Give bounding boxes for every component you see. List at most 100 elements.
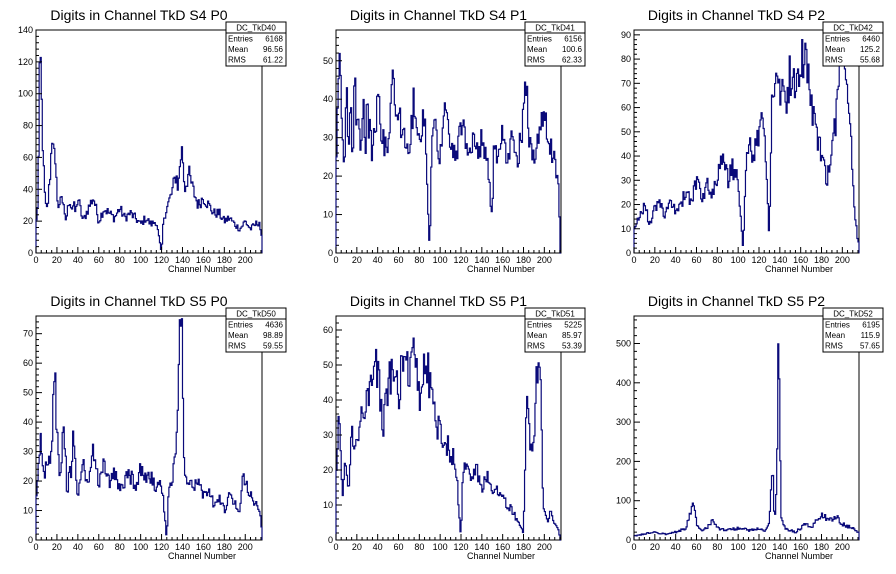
stats-name: DC_TkD51 bbox=[535, 310, 575, 319]
histogram-line bbox=[335, 337, 561, 541]
x-tick-label: 200 bbox=[537, 255, 552, 265]
stats-label: Mean bbox=[228, 45, 248, 54]
x-tick-label: 120 bbox=[453, 542, 468, 552]
x-tick-label: 200 bbox=[537, 542, 552, 552]
plot-frame bbox=[335, 29, 562, 254]
y-tick-label: 30 bbox=[621, 175, 631, 185]
x-tick-label: 100 bbox=[433, 542, 448, 552]
y-tick-label: 40 bbox=[23, 417, 33, 427]
x-tick-label: 0 bbox=[631, 255, 636, 265]
stats-label: Mean bbox=[527, 45, 547, 54]
plot-title: Digits in Channel TkD S5 P2 bbox=[648, 293, 825, 309]
stats-box-frame bbox=[822, 21, 884, 67]
x-tick-label: 0 bbox=[631, 542, 636, 552]
stats-box-frame bbox=[225, 21, 287, 67]
x-tick-label: 100 bbox=[133, 255, 148, 265]
x-axis-title: Channel Number bbox=[168, 551, 236, 561]
stats-value: 4636 bbox=[265, 321, 283, 330]
stats-value: 6195 bbox=[862, 321, 880, 330]
x-tick-label: 40 bbox=[671, 542, 681, 552]
y-tick-label: 60 bbox=[23, 152, 33, 162]
stats-label: RMS bbox=[527, 56, 545, 65]
x-tick-label: 180 bbox=[814, 542, 829, 552]
y-tick-label: 0 bbox=[328, 248, 333, 258]
stats-label: Mean bbox=[825, 45, 845, 54]
plot-title: Digits in Channel TkD S4 P1 bbox=[350, 7, 527, 23]
stats-label: Entries bbox=[228, 321, 253, 330]
histogram-line bbox=[335, 52, 561, 254]
x-tick-label: 60 bbox=[691, 542, 701, 552]
x-tick-label: 100 bbox=[731, 255, 746, 265]
x-tick-label: 160 bbox=[793, 255, 808, 265]
x-tick-label: 20 bbox=[650, 542, 660, 552]
y-tick-label: 0 bbox=[328, 535, 333, 545]
y-tick-label: 40 bbox=[23, 184, 33, 194]
x-axis-title: Channel Number bbox=[168, 264, 236, 274]
histogram-line bbox=[633, 29, 860, 253]
x-tick-label: 180 bbox=[516, 255, 531, 265]
y-tick-label: 200 bbox=[616, 456, 631, 466]
x-tick-label: 20 bbox=[352, 255, 362, 265]
x-tick-label: 40 bbox=[373, 542, 383, 552]
stats-label: RMS bbox=[825, 56, 843, 65]
y-tick-label: 120 bbox=[18, 57, 33, 67]
x-tick-label: 60 bbox=[691, 255, 701, 265]
x-tick-label: 160 bbox=[196, 542, 211, 552]
stats-label: Mean bbox=[825, 331, 845, 340]
stats-label: RMS bbox=[228, 342, 246, 351]
x-tick-label: 100 bbox=[433, 255, 448, 265]
stats-value: 100.6 bbox=[562, 45, 583, 54]
stats-name: DC_TkD52 bbox=[833, 310, 873, 319]
x-tick-label: 140 bbox=[772, 255, 787, 265]
stats-value: 125.2 bbox=[860, 45, 881, 54]
stats-name: DC_TkD42 bbox=[833, 24, 873, 33]
x-axis-title: Channel Number bbox=[467, 551, 535, 561]
histogram-line bbox=[35, 318, 263, 540]
x-tick-label: 200 bbox=[238, 255, 253, 265]
x-tick-label: 40 bbox=[373, 255, 383, 265]
histogram-panel-0: Digits in Channel TkD S4 P0 0 20 40 60 80 100 1… bbox=[18, 7, 287, 274]
y-tick-label: 400 bbox=[616, 378, 631, 388]
stats-label: Entries bbox=[228, 35, 253, 44]
stats-value: 6168 bbox=[265, 35, 283, 44]
stats-value: 85.97 bbox=[562, 331, 583, 340]
y-tick-label: 30 bbox=[323, 430, 333, 440]
x-tick-label: 100 bbox=[133, 542, 148, 552]
x-tick-label: 140 bbox=[772, 542, 787, 552]
stats-value: 6460 bbox=[862, 35, 880, 44]
y-tick-label: 50 bbox=[23, 388, 33, 398]
stats-value: 5225 bbox=[564, 321, 582, 330]
x-axis-title: Channel Number bbox=[467, 264, 535, 274]
x-tick-label: 140 bbox=[175, 255, 190, 265]
y-tick-label: 90 bbox=[621, 30, 631, 40]
y-tick-label: 10 bbox=[621, 224, 631, 234]
y-tick-label: 50 bbox=[621, 127, 631, 137]
stats-box-frame bbox=[822, 307, 884, 353]
histogram-line bbox=[633, 343, 860, 540]
plot-title: Digits in Channel TkD S4 P2 bbox=[648, 7, 825, 23]
stats-label: Entries bbox=[527, 35, 552, 44]
y-tick-label: 10 bbox=[323, 500, 333, 510]
stats-name: DC_TkD41 bbox=[535, 24, 575, 33]
y-tick-label: 500 bbox=[616, 339, 631, 349]
x-tick-label: 100 bbox=[731, 542, 746, 552]
x-axis-title: Channel Number bbox=[765, 551, 833, 561]
y-tick-label: 40 bbox=[621, 151, 631, 161]
y-tick-label: 0 bbox=[28, 535, 33, 545]
histogram-panel-1: Digits in Channel TkD S4 P10 20 40 60 80 100 1… bbox=[323, 7, 586, 274]
x-tick-label: 120 bbox=[751, 542, 766, 552]
plot-title: Digits in Channel TkD S4 P0 bbox=[50, 7, 227, 23]
y-tick-label: 70 bbox=[23, 329, 33, 339]
x-tick-label: 140 bbox=[175, 542, 190, 552]
y-tick-label: 0 bbox=[626, 535, 631, 545]
x-tick-label: 80 bbox=[414, 542, 424, 552]
stats-box: DC_TkD50 Entries 4636 Mean 98.89 RMS 59.55 bbox=[225, 307, 287, 353]
x-tick-label: 80 bbox=[414, 255, 424, 265]
x-tick-label: 0 bbox=[33, 542, 38, 552]
stats-name: DC_TkD40 bbox=[236, 24, 276, 33]
plot-title: Digits in Channel TkD S5 P1 bbox=[350, 293, 527, 309]
stats-value: 55.68 bbox=[860, 56, 881, 65]
y-tick-label: 20 bbox=[23, 216, 33, 226]
x-tick-label: 160 bbox=[495, 255, 510, 265]
y-tick-label: 0 bbox=[626, 248, 631, 258]
